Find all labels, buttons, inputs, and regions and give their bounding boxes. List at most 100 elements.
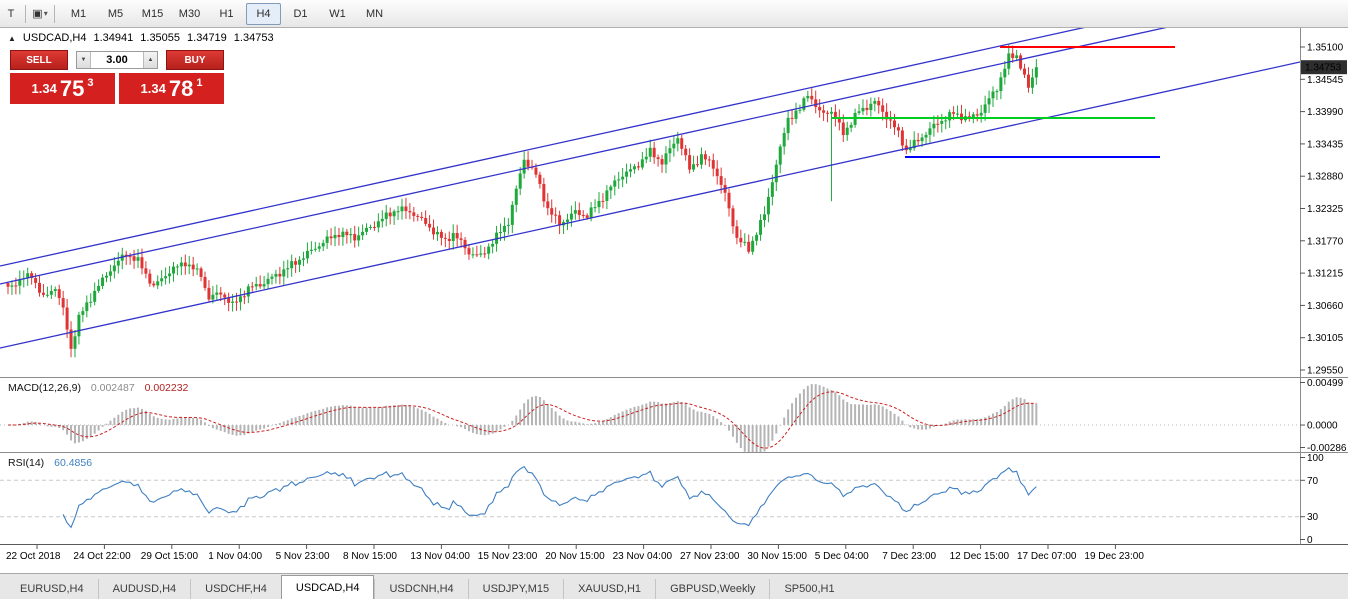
time-axis-label: 8 Nov 15:00 <box>343 551 397 562</box>
time-axis-label: 19 Dec 23:00 <box>1084 551 1144 562</box>
time-axis-label: 5 Nov 23:00 <box>276 551 330 562</box>
one-click-trading-panel: SELL ▼ 3.00 ▲ BUY 1.34 75 3 1.34 78 1 <box>10 50 224 104</box>
time-axis-label: 5 Dec 04:00 <box>815 551 869 562</box>
sell-button[interactable]: SELL <box>10 50 68 70</box>
bid-pips: 75 <box>59 75 85 101</box>
macd-axis: 0.00499 0.0000 -0.00286 <box>1300 378 1347 454</box>
tab-usdcad-h4[interactable]: USDCAD,H4 <box>280 575 375 599</box>
truncated-tool-icon[interactable]: T <box>7 7 15 20</box>
rsi-axis-label: 0 <box>1307 535 1313 546</box>
buy-button[interactable]: BUY <box>166 50 224 70</box>
time-axis-label: 29 Oct 15:00 <box>141 551 199 562</box>
rsi-line <box>62 465 1037 529</box>
bid-base: 1.34 <box>31 81 57 96</box>
rsi-axis-label: 100 <box>1307 453 1324 464</box>
time-axis-label: 17 Dec 07:00 <box>1017 551 1077 562</box>
price-axis[interactable]: 1.35100 1.34545 1.33990 1.33435 1.32880 1.323… <box>1300 43 1344 377</box>
ask-base: 1.34 <box>140 81 166 96</box>
time-axis-label: 22 Oct 2018 <box>6 551 61 562</box>
macd-signal-value: 0.002232 <box>145 382 189 394</box>
badge-price-text: 1.34753 <box>1305 63 1342 74</box>
rsi-value: 60.4856 <box>54 457 92 469</box>
tf-m15-button[interactable]: M15 <box>141 7 164 20</box>
price-axis-label: 1.34545 <box>1307 75 1344 86</box>
tab-sp500-h1[interactable]: SP500,H1 <box>769 579 848 599</box>
rsi-label: RSI(14) 60.4856 <box>8 457 92 469</box>
tab-eurusd-h4[interactable]: EURUSD,H4 <box>20 583 84 595</box>
price-axis-label: 1.32325 <box>1307 204 1344 215</box>
macd-label: MACD(12,26,9) 0.002487 0.002232 <box>8 382 189 394</box>
objects-list-icon[interactable]: ▣ ▾ <box>31 4 49 24</box>
toolbar-separator <box>25 4 26 23</box>
tf-h4-button[interactable]: H4 <box>246 2 281 25</box>
tab-gbpusd-weekly[interactable]: GBPUSD,Weekly <box>655 579 769 599</box>
chart-window[interactable]: 1.35100 1.34545 1.33990 1.33435 1.32880 1.323… <box>0 28 1348 573</box>
tf-w1-button[interactable]: W1 <box>329 7 346 20</box>
ask-pips: 78 <box>168 75 194 101</box>
time-axis-label: 23 Nov 04:00 <box>613 551 673 562</box>
ask-point: 1 <box>196 76 203 89</box>
time-axis-label: 12 Dec 15:00 <box>950 551 1010 562</box>
symbol-period: USDCAD,H4 <box>22 32 87 44</box>
price-axis-label: 1.29550 <box>1307 366 1344 377</box>
candlestick-series <box>6 44 1038 358</box>
tab-audusd-h4[interactable]: AUDUSD,H4 <box>97 579 191 599</box>
tab-usdcnh-h4[interactable]: USDCNH,H4 <box>374 579 467 599</box>
ask-price-display[interactable]: 1.34 78 1 <box>119 73 224 104</box>
tf-mn-button[interactable]: MN <box>365 7 384 20</box>
tf-m1-button[interactable]: M1 <box>70 7 87 20</box>
bid-point: 3 <box>87 76 94 89</box>
tab-usdchf-h4[interactable]: USDCHF,H4 <box>190 579 281 599</box>
time-axis[interactable]: 22 Oct 2018 24 Oct 22:00 29 Oct 15:00 1 Nov… <box>6 545 1144 562</box>
time-axis-label: 20 Nov 15:00 <box>545 551 605 562</box>
rsi-axis-label: 30 <box>1307 512 1319 523</box>
time-axis-label: 15 Nov 23:00 <box>478 551 538 562</box>
price-axis-label: 1.30105 <box>1307 333 1344 344</box>
time-axis-label: 30 Nov 15:00 <box>747 551 807 562</box>
macd-indicator <box>0 384 1300 452</box>
objects-icon-glyph: ▣ <box>32 8 43 20</box>
price-axis-label: 1.30660 <box>1307 301 1344 312</box>
bar-high: 1.35055 <box>140 32 181 44</box>
macd-main-value: 0.002487 <box>91 382 135 394</box>
price-axis-label: 1.31215 <box>1307 269 1344 280</box>
tab-usdjpy-m15[interactable]: USDJPY,M15 <box>467 579 563 599</box>
bid-price-display[interactable]: 1.34 75 3 <box>10 73 115 104</box>
tf-m5-button[interactable]: M5 <box>107 7 124 20</box>
volume-up-button[interactable]: ▲ <box>143 52 157 68</box>
trend-channel-line[interactable] <box>0 28 1300 267</box>
price-axis-label: 1.33990 <box>1307 107 1344 118</box>
rsi-name: RSI(14) <box>8 457 44 469</box>
time-axis-label: 7 Dec 23:00 <box>882 551 936 562</box>
time-axis-label: 13 Nov 04:00 <box>410 551 470 562</box>
chart-tab-bar: EURUSD,H4 AUDUSD,H4 USDCHF,H4 USDCAD,H4 … <box>0 573 1348 599</box>
volume-stepper: ▼ 3.00 ▲ <box>76 51 158 69</box>
rsi-axis: 100 70 30 0 <box>1300 453 1324 546</box>
macd-signal-line <box>8 391 1037 449</box>
trend-channel-line[interactable] <box>0 28 1300 285</box>
price-axis-label: 1.32880 <box>1307 172 1344 183</box>
macd-axis-label: 0.0000 <box>1307 421 1338 432</box>
trend-channel-line[interactable] <box>0 61 1300 349</box>
volume-value[interactable]: 3.00 <box>106 54 128 66</box>
symbol-marker-icon: ▲ <box>8 33 16 43</box>
bar-low: 1.34719 <box>187 32 227 44</box>
rsi-indicator <box>0 465 1300 529</box>
time-axis-label: 27 Nov 23:00 <box>680 551 740 562</box>
chart-background <box>0 28 1348 573</box>
bar-close: 1.34753 <box>233 32 274 44</box>
bar-open: 1.34941 <box>93 32 134 44</box>
drawn-objects-layer[interactable] <box>0 28 1300 349</box>
rsi-axis-label: 70 <box>1307 476 1319 487</box>
volume-down-button[interactable]: ▼ <box>77 52 91 68</box>
tab-xauusd-h1[interactable]: XAUUSD,H1 <box>563 579 655 599</box>
tf-h1-button[interactable]: H1 <box>219 7 234 20</box>
macd-name: MACD(12,26,9) <box>8 382 81 394</box>
macd-axis-label: -0.00286 <box>1307 443 1347 454</box>
price-axis-label: 1.35100 <box>1307 43 1344 54</box>
current-price-badge: 1.34753 <box>1301 60 1347 75</box>
top-toolbar: T ▣ ▾ M1 M5 M15 M30 H1 H4 D1 W1 MN <box>0 0 1348 28</box>
tf-m30-button[interactable]: M30 <box>178 7 201 20</box>
tf-d1-button[interactable]: D1 <box>293 7 308 20</box>
price-axis-label: 1.31770 <box>1307 236 1344 247</box>
